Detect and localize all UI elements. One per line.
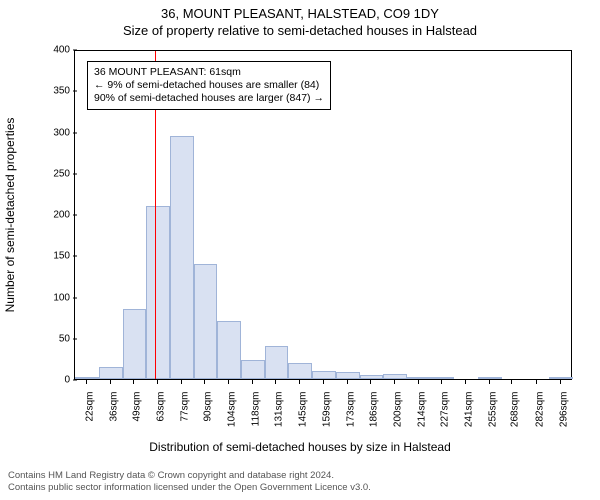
x-tick-mark <box>418 380 419 384</box>
x-tick-mark <box>86 380 87 384</box>
x-tick-mark <box>347 380 348 384</box>
histogram-bar <box>170 136 194 379</box>
histogram-bar <box>123 309 145 379</box>
histogram-bar <box>99 367 123 379</box>
x-tick-label: 255sqm <box>488 392 499 428</box>
x-tick-label: 49sqm <box>131 392 142 422</box>
y-tick-mark <box>73 297 77 298</box>
annotation-box: 36 MOUNT PLEASANT: 61sqm ← 9% of semi-de… <box>87 61 331 110</box>
x-tick-label: 22sqm <box>85 392 96 422</box>
plot-area: 36 MOUNT PLEASANT: 61sqm ← 9% of semi-de… <box>74 50 572 380</box>
x-tick-label: 200sqm <box>392 392 403 428</box>
y-tick-mark <box>73 173 77 174</box>
x-tick-mark <box>536 380 537 384</box>
footer-line1: Contains HM Land Registry data © Crown c… <box>8 470 371 482</box>
histogram-bar <box>478 377 502 379</box>
x-tick-label: 241sqm <box>463 392 474 428</box>
x-tick-mark <box>560 380 561 384</box>
annotation-line3: 90% of semi-detached houses are larger (… <box>94 92 324 105</box>
y-tick-mark <box>73 256 77 257</box>
chart-supertitle: 36, MOUNT PLEASANT, HALSTEAD, CO9 1DY <box>0 6 600 21</box>
x-tick-label: 118sqm <box>251 392 262 427</box>
x-tick-label: 104sqm <box>226 392 237 428</box>
y-tick-mark <box>73 380 77 381</box>
x-tick-mark <box>110 380 111 384</box>
x-tick-label: 159sqm <box>322 392 333 428</box>
title-block: 36, MOUNT PLEASANT, HALSTEAD, CO9 1DY Si… <box>0 6 600 38</box>
x-tick-mark <box>275 380 276 384</box>
annotation-line2: ← 9% of semi-detached houses are smaller… <box>94 79 324 92</box>
y-tick-label: 50 <box>30 333 70 344</box>
y-tick-label: 150 <box>30 251 70 262</box>
x-tick-label: 145sqm <box>297 392 308 428</box>
y-tick-mark <box>73 50 77 51</box>
page-root: 36, MOUNT PLEASANT, HALSTEAD, CO9 1DY Si… <box>0 0 600 500</box>
footer-line2: Contains public sector information licen… <box>8 482 371 494</box>
x-tick-mark <box>394 380 395 384</box>
x-tick-mark <box>204 380 205 384</box>
x-tick-label: 282sqm <box>534 392 545 428</box>
x-tick-label: 296sqm <box>558 392 569 428</box>
y-tick-label: 250 <box>30 168 70 179</box>
x-tick-mark <box>181 380 182 384</box>
x-tick-mark <box>252 380 253 384</box>
x-tick-mark <box>441 380 442 384</box>
x-tick-mark <box>157 380 158 384</box>
histogram-bar <box>265 346 287 379</box>
histogram-bar <box>360 375 382 379</box>
x-tick-mark <box>511 380 512 384</box>
y-tick-mark <box>73 132 77 133</box>
histogram-bar <box>241 360 265 379</box>
x-tick-mark <box>489 380 490 384</box>
histogram-bar <box>217 321 241 379</box>
chart-title: Size of property relative to semi-detach… <box>0 23 600 38</box>
histogram-bar <box>431 377 453 379</box>
histogram-bar <box>312 371 336 379</box>
x-tick-mark <box>323 380 324 384</box>
y-axis-label: Number of semi-detached properties <box>3 118 17 313</box>
y-tick-label: 300 <box>30 127 70 138</box>
x-tick-label: 36sqm <box>109 392 120 422</box>
x-tick-mark <box>370 380 371 384</box>
histogram-bar <box>336 372 360 379</box>
x-tick-label: 186sqm <box>368 392 379 428</box>
y-tick-label: 0 <box>30 375 70 386</box>
y-tick-label: 400 <box>30 45 70 56</box>
histogram-bar <box>146 206 170 379</box>
x-tick-label: 227sqm <box>439 392 450 428</box>
x-tick-mark <box>133 380 134 384</box>
x-tick-label: 268sqm <box>510 392 521 428</box>
x-tick-label: 173sqm <box>346 392 357 428</box>
histogram-bar <box>549 377 573 379</box>
histogram-bar <box>288 363 312 380</box>
x-tick-label: 90sqm <box>202 392 213 422</box>
y-tick-label: 350 <box>30 86 70 97</box>
x-tick-mark <box>299 380 300 384</box>
histogram-bar <box>194 264 216 380</box>
footer: Contains HM Land Registry data © Crown c… <box>8 470 371 494</box>
x-axis-label: Distribution of semi-detached houses by … <box>0 440 600 454</box>
y-tick-mark <box>73 91 77 92</box>
annotation-line1: 36 MOUNT PLEASANT: 61sqm <box>94 66 324 79</box>
histogram-bar <box>407 377 431 379</box>
x-tick-mark <box>228 380 229 384</box>
x-tick-label: 214sqm <box>417 392 428 428</box>
y-tick-mark <box>73 215 77 216</box>
x-tick-label: 63sqm <box>156 392 167 422</box>
x-tick-label: 77sqm <box>180 392 191 422</box>
x-tick-label: 131sqm <box>273 392 284 428</box>
x-tick-mark <box>465 380 466 384</box>
y-tick-label: 200 <box>30 210 70 221</box>
histogram-bar <box>383 374 407 379</box>
y-tick-label: 100 <box>30 292 70 303</box>
histogram-bar <box>75 377 99 379</box>
y-tick-mark <box>73 338 77 339</box>
